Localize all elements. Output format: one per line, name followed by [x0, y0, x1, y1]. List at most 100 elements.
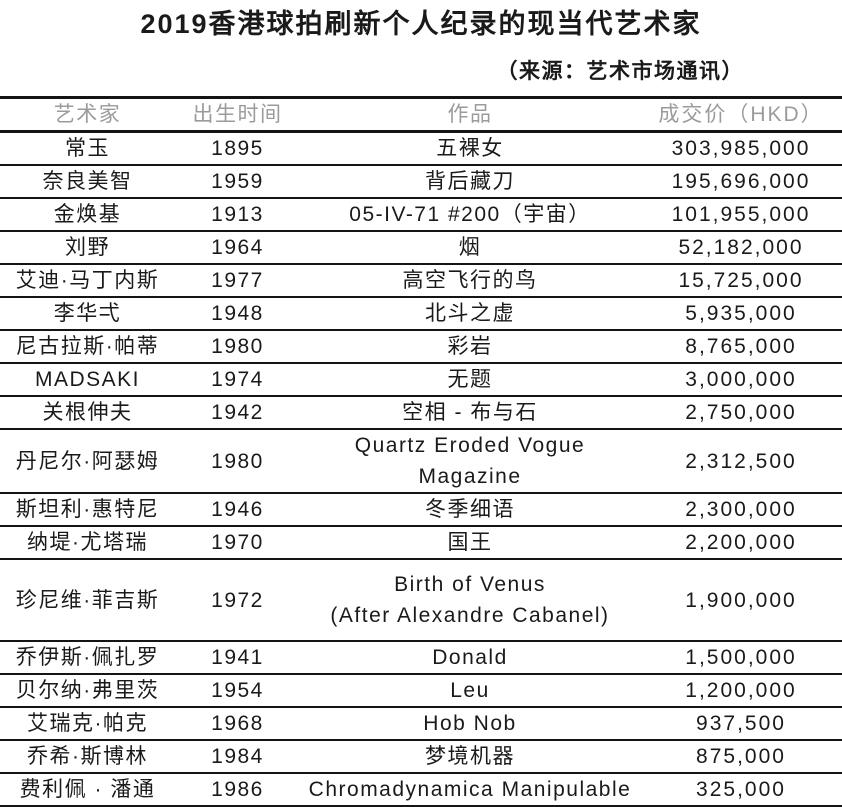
- artist-cell: 李华弌: [0, 297, 175, 331]
- birth-year-cell: 1895: [175, 131, 300, 166]
- price-cell: 1,900,000: [640, 559, 842, 642]
- birth-year-cell: 1970: [175, 526, 300, 560]
- artwork-cell: 国王: [300, 526, 640, 560]
- birth-year-cell: 1964: [175, 231, 300, 265]
- artwork-cell: 烟: [300, 231, 640, 265]
- birth-year-cell: 1972: [175, 559, 300, 642]
- birth-year-cell: 1980: [175, 429, 300, 494]
- price-cell: 937,500: [640, 707, 842, 741]
- birth-year-cell: 1954: [175, 674, 300, 708]
- birth-year-cell: 1968: [175, 707, 300, 741]
- birth-year-cell: 1984: [175, 740, 300, 774]
- artist-cell: MADSAKI: [0, 363, 175, 397]
- artist-cell: 斯坦利·惠特尼: [0, 493, 175, 527]
- price-cell: 5,935,000: [640, 297, 842, 331]
- column-header-birth-year: 出生时间: [175, 96, 300, 133]
- records-table: 艺术家 出生时间 作品 成交价（HKD） 常玉 1895 五裸女 303,985…: [0, 96, 842, 807]
- table-row: 刘野 1964 烟 52,182,000: [0, 231, 842, 265]
- birth-year-cell: 1977: [175, 264, 300, 298]
- table-row: MADSAKI 1974 无题 3,000,000: [0, 363, 842, 397]
- table-row: 珍尼维·菲吉斯 1972 Birth of Venus (After Alexa…: [0, 559, 842, 642]
- artist-cell: 丹尼尔·阿瑟姆: [0, 429, 175, 494]
- artist-cell: 常玉: [0, 131, 175, 166]
- price-cell: 2,312,500: [640, 429, 842, 494]
- column-header-artwork: 作品: [300, 96, 640, 133]
- artwork-cell: 无题: [300, 363, 640, 397]
- table-row: 乔希·斯博林 1984 梦境机器 875,000: [0, 740, 842, 774]
- birth-year-cell: 1948: [175, 297, 300, 331]
- price-cell: 1,200,000: [640, 674, 842, 708]
- price-cell: 52,182,000: [640, 231, 842, 265]
- artwork-cell: 05-IV-71 #200（宇宙）: [300, 198, 640, 232]
- artwork-cell: 五裸女: [300, 131, 640, 166]
- artwork-cell: Birth of Venus (After Alexandre Cabanel): [300, 559, 640, 642]
- table-body: 常玉 1895 五裸女 303,985,000 奈良美智 1959 背后藏刀 1…: [0, 131, 842, 807]
- table-row: 斯坦利·惠特尼 1946 冬季细语 2,300,000: [0, 493, 842, 527]
- birth-year-cell: 1913: [175, 198, 300, 232]
- column-header-price: 成交价（HKD）: [640, 96, 842, 133]
- artwork-cell: Chromadynamica Manipulable: [300, 773, 640, 807]
- price-cell: 195,696,000: [640, 165, 842, 199]
- price-cell: 15,725,000: [640, 264, 842, 298]
- price-cell: 8,765,000: [640, 330, 842, 364]
- page-title: 2019香港球拍刷新个人纪录的现当代艺术家: [140, 9, 702, 39]
- price-cell: 1,500,000: [640, 641, 842, 675]
- birth-year-cell: 1986: [175, 773, 300, 807]
- birth-year-cell: 1959: [175, 165, 300, 199]
- price-cell: 303,985,000: [640, 131, 842, 166]
- artwork-cell: Hob Nob: [300, 707, 640, 741]
- birth-year-cell: 1941: [175, 641, 300, 675]
- artwork-cell: 背后藏刀: [300, 165, 640, 199]
- artist-cell: 珍尼维·菲吉斯: [0, 559, 175, 642]
- artist-cell: 艾瑞克·帕克: [0, 707, 175, 741]
- birth-year-cell: 1942: [175, 396, 300, 430]
- artist-cell: 艾迪·马丁内斯: [0, 264, 175, 298]
- artist-cell: 奈良美智: [0, 165, 175, 199]
- table-row: 费利佩 · 潘通 1986 Chromadynamica Manipulable…: [0, 773, 842, 807]
- table-row: 李华弌 1948 北斗之虚 5,935,000: [0, 297, 842, 331]
- table-row: 乔伊斯·佩扎罗 1941 Donald 1,500,000: [0, 641, 842, 675]
- artist-cell: 乔希·斯博林: [0, 740, 175, 774]
- table-header: 艺术家 出生时间 作品 成交价（HKD）: [0, 96, 842, 133]
- table-row: 丹尼尔·阿瑟姆 1980 Quartz Eroded Vogue Magazin…: [0, 429, 842, 494]
- artist-cell: 关根伸夫: [0, 396, 175, 430]
- birth-year-cell: 1974: [175, 363, 300, 397]
- column-header-artist: 艺术家: [0, 96, 175, 133]
- artist-cell: 金焕基: [0, 198, 175, 232]
- birth-year-cell: 1946: [175, 493, 300, 527]
- header-row: 艺术家 出生时间 作品 成交价（HKD）: [0, 96, 842, 133]
- price-cell: 325,000: [640, 773, 842, 807]
- artwork-cell: 冬季细语: [300, 493, 640, 527]
- table-row: 艾迪·马丁内斯 1977 高空飞行的鸟 15,725,000: [0, 264, 842, 298]
- table-row: 关根伸夫 1942 空相 - 布与石 2,750,000: [0, 396, 842, 430]
- artwork-cell: 高空飞行的鸟: [300, 264, 640, 298]
- artist-cell: 贝尔纳·弗里茨: [0, 674, 175, 708]
- artist-cell: 费利佩 · 潘通: [0, 773, 175, 807]
- artist-cell: 刘野: [0, 231, 175, 265]
- table-row: 奈良美智 1959 背后藏刀 195,696,000: [0, 165, 842, 199]
- price-cell: 875,000: [640, 740, 842, 774]
- price-cell: 2,200,000: [640, 526, 842, 560]
- artwork-cell: 梦境机器: [300, 740, 640, 774]
- price-cell: 3,000,000: [640, 363, 842, 397]
- artwork-cell: 彩岩: [300, 330, 640, 364]
- artist-cell: 乔伊斯·佩扎罗: [0, 641, 175, 675]
- price-cell: 101,955,000: [640, 198, 842, 232]
- artwork-cell: Donald: [300, 641, 640, 675]
- table-row: 纳堤·尤塔瑞 1970 国王 2,200,000: [0, 526, 842, 560]
- table-row: 金焕基 1913 05-IV-71 #200（宇宙） 101,955,000: [0, 198, 842, 232]
- artwork-cell: 北斗之虚: [300, 297, 640, 331]
- artist-cell: 纳堤·尤塔瑞: [0, 526, 175, 560]
- table-row: 艾瑞克·帕克 1968 Hob Nob 937,500: [0, 707, 842, 741]
- artwork-cell: Quartz Eroded Vogue Magazine: [300, 429, 640, 494]
- table-row: 尼古拉斯·帕蒂 1980 彩岩 8,765,000: [0, 330, 842, 364]
- artist-cell: 尼古拉斯·帕蒂: [0, 330, 175, 364]
- table-row: 常玉 1895 五裸女 303,985,000: [0, 131, 842, 166]
- source-caption: （来源：艺术市场通讯）: [496, 60, 744, 83]
- artwork-cell: 空相 - 布与石: [300, 396, 640, 430]
- birth-year-cell: 1980: [175, 330, 300, 364]
- price-cell: 2,300,000: [640, 493, 842, 527]
- price-cell: 2,750,000: [640, 396, 842, 430]
- artwork-cell: Leu: [300, 674, 640, 708]
